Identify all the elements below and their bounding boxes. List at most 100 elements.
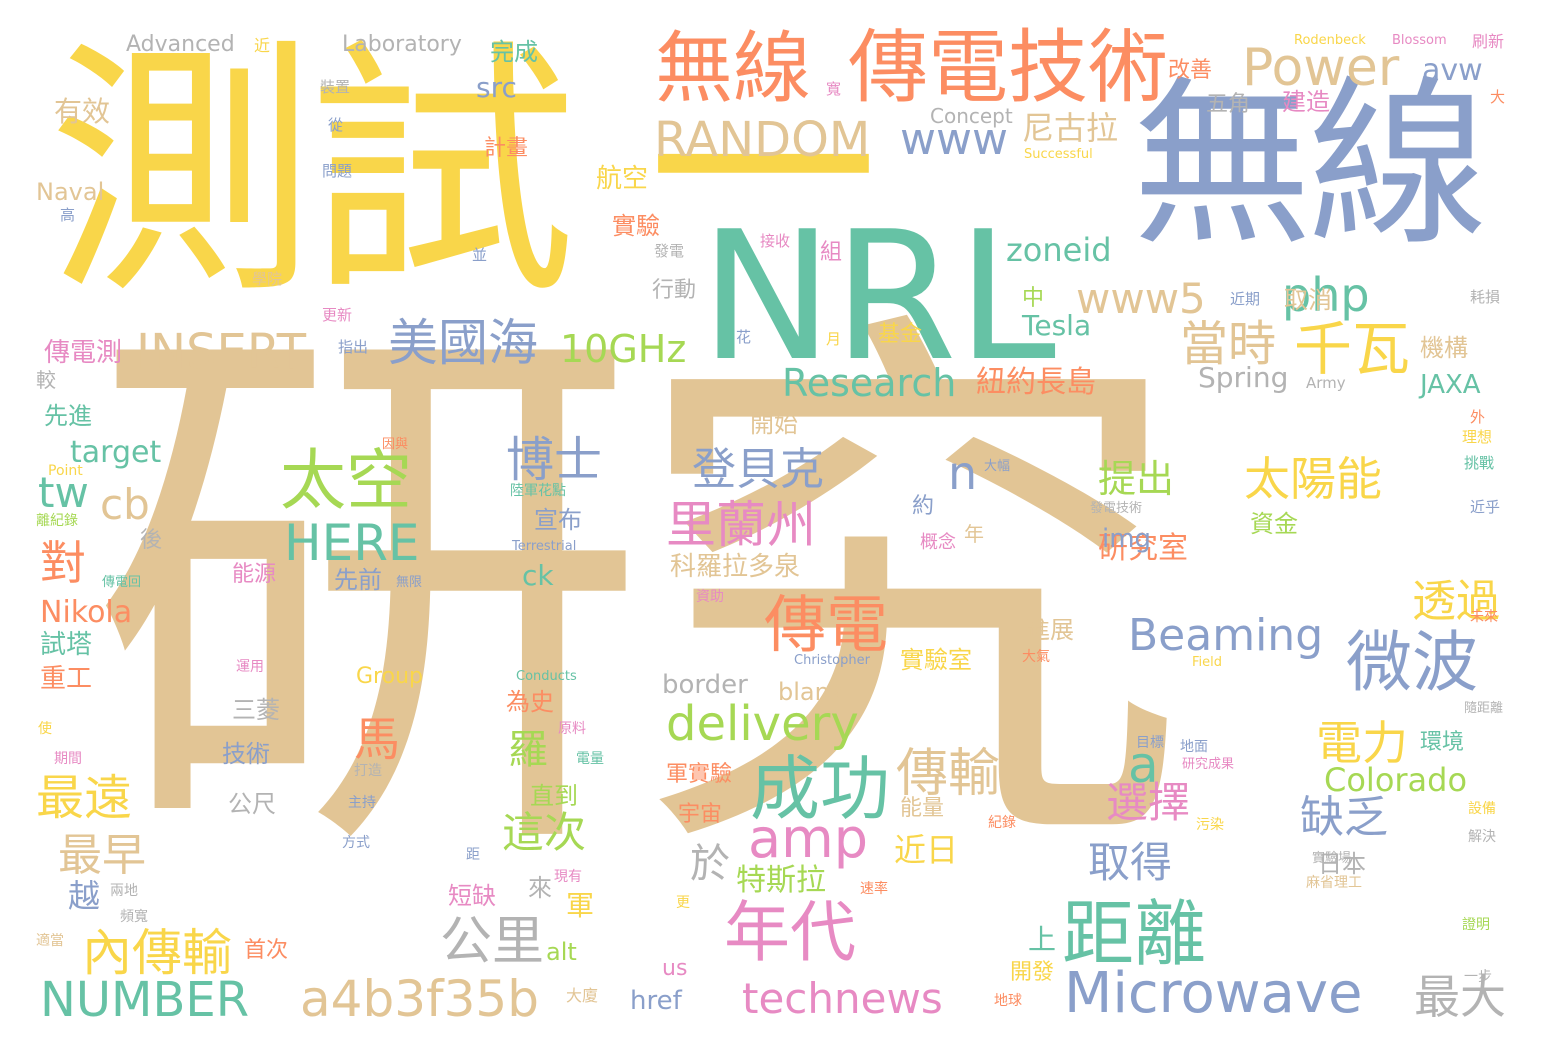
word: 成功 (750, 748, 890, 830)
word: 目標 (1136, 735, 1164, 751)
word: 千瓦 (1294, 315, 1411, 383)
word: 短缺 (448, 882, 496, 910)
word: 公尺 (228, 790, 276, 818)
word: 理想 (1462, 428, 1493, 446)
word: Beaming (1128, 610, 1324, 661)
word: 解決 (1468, 829, 1496, 845)
word: 高 (60, 206, 76, 224)
word: Christopher (794, 653, 870, 668)
word: 大廈 (566, 986, 599, 1005)
word: 軍 (566, 889, 595, 922)
word: 無限 (396, 575, 423, 590)
word: 方式 (342, 835, 370, 851)
word: 適當 (36, 933, 64, 949)
word: 太空 (280, 442, 412, 519)
word: 並 (472, 246, 488, 264)
word: Successful (1024, 147, 1093, 162)
word: 實驗 (612, 212, 660, 240)
word: 研究室 (1098, 531, 1188, 566)
word: 登貝克 (692, 444, 824, 495)
word: 尼古拉 (1022, 109, 1119, 147)
word: 麻省理工 (1306, 875, 1362, 891)
word: 無線 (1132, 61, 1488, 270)
word: 速率 (860, 881, 888, 897)
word: 上 (1028, 923, 1057, 956)
word: NUMBER (40, 972, 250, 1028)
word: 距離 (1062, 892, 1207, 976)
word: 機構 (1420, 334, 1468, 362)
word: 這次 (502, 808, 587, 857)
word: 美國海 (388, 314, 538, 372)
word: 月 (826, 330, 842, 348)
word: 特斯拉 (736, 863, 826, 898)
word: 年代 (724, 894, 856, 971)
word: 能源 (232, 562, 277, 587)
word: 先進 (44, 402, 92, 430)
word: 進展 (1026, 616, 1074, 644)
word: 問題 (322, 162, 353, 180)
word: Army (1306, 374, 1346, 392)
word: Field (1192, 655, 1223, 670)
word: 直到 (530, 782, 578, 810)
word: 日本 (1318, 850, 1366, 878)
word: amp (748, 807, 868, 870)
word: JAXA (1420, 370, 1481, 400)
word: tw (38, 468, 89, 517)
word: cb (100, 480, 150, 529)
word: 開始 (750, 410, 798, 438)
word: n (948, 446, 978, 500)
word: 地面 (1180, 739, 1208, 755)
word: 越 (68, 877, 101, 915)
word: technews (742, 974, 943, 1023)
word: target (70, 435, 162, 470)
word: 電量 (576, 751, 604, 767)
word: HERE (284, 514, 420, 572)
word: 航空 (596, 164, 649, 194)
word: 花 (736, 328, 752, 346)
word: 於 (690, 841, 730, 887)
word: 科羅拉多泉 (670, 552, 801, 582)
word: 較 (36, 368, 56, 392)
word: Laboratory (342, 32, 462, 57)
word: 實驗室 (900, 646, 972, 674)
word: 當時 (1180, 316, 1277, 372)
word: 技術 (222, 740, 270, 768)
word: 發電 (654, 242, 685, 260)
word: 大氣 (1022, 649, 1050, 665)
word: 距 (466, 847, 480, 863)
word: Naval (36, 178, 105, 206)
word: 裝置 (320, 78, 351, 96)
word: 中 (1022, 286, 1045, 311)
word: avw (1422, 53, 1483, 88)
word: a (1128, 736, 1159, 794)
word: Colorado (1324, 761, 1468, 799)
word: 打造 (354, 763, 382, 779)
word: delivery (666, 696, 859, 752)
word: 環境 (1420, 730, 1465, 755)
word: us (662, 956, 688, 981)
word: www (900, 114, 1008, 165)
word: INSERT (136, 324, 307, 380)
word: 宣布 (534, 506, 582, 534)
word: 期間 (54, 751, 82, 767)
word: 組 (820, 240, 843, 265)
word: 最遠 (36, 770, 133, 826)
word: 能量 (900, 796, 945, 821)
word: 最早 (58, 830, 146, 881)
word: 近日 (894, 831, 959, 869)
word: 無線 (655, 24, 812, 114)
word: 羅 (508, 727, 548, 773)
word: 開發 (1010, 960, 1055, 985)
word: 宇宙 (678, 802, 723, 827)
word: Power (1242, 38, 1400, 98)
word: 外 (1470, 408, 1486, 426)
word: 一 (648, 41, 879, 308)
word: Tesla (1022, 309, 1092, 342)
word: 近期 (1230, 290, 1261, 308)
word: 原料 (558, 721, 586, 737)
word: 試塔 (40, 630, 93, 660)
word: 離紀錄 (36, 513, 78, 529)
word: 測試 (48, 18, 576, 330)
word: 寬 (826, 80, 842, 98)
